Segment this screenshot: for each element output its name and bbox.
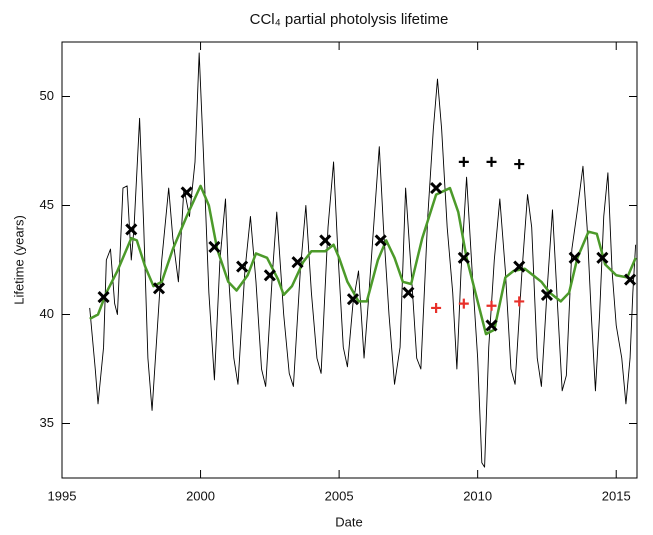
y-tick-label: 35 bbox=[40, 415, 54, 430]
x-tick-label: 2000 bbox=[186, 488, 215, 503]
x-marker bbox=[152, 282, 166, 295]
x-marker bbox=[291, 256, 304, 269]
x-marker bbox=[596, 251, 609, 264]
x-marker bbox=[457, 251, 470, 264]
x-marker bbox=[319, 234, 332, 247]
x-marker bbox=[624, 273, 637, 286]
plot-frame bbox=[61, 41, 638, 479]
x-marker bbox=[513, 260, 526, 273]
x-marker bbox=[540, 288, 554, 301]
x-marker bbox=[430, 181, 443, 195]
x-marker bbox=[263, 269, 276, 282]
y-tick-label: 50 bbox=[40, 88, 54, 103]
plus-marker bbox=[514, 296, 525, 307]
data-line bbox=[89, 184, 637, 336]
plus-marker bbox=[486, 300, 497, 311]
x-marker bbox=[485, 319, 498, 332]
y-tick-label: 45 bbox=[40, 197, 54, 212]
y-axis-label: Lifetime (years) bbox=[11, 215, 26, 305]
data-line bbox=[89, 52, 637, 468]
x-marker bbox=[374, 234, 387, 247]
chart-title: CCl₄ partial photolysis lifetime bbox=[250, 11, 449, 28]
x-tick-label: 1995 bbox=[48, 488, 77, 503]
plus-marker bbox=[514, 159, 525, 170]
x-marker bbox=[125, 223, 138, 236]
plus-marker bbox=[458, 156, 469, 167]
x-axis-label: Date bbox=[335, 514, 362, 529]
x-marker bbox=[97, 290, 110, 304]
x-marker bbox=[402, 286, 415, 299]
x-tick-label: 2010 bbox=[463, 488, 492, 503]
x-marker bbox=[208, 240, 221, 253]
x-marker bbox=[346, 293, 360, 306]
x-marker bbox=[236, 260, 249, 273]
x-marker bbox=[568, 251, 581, 264]
y-tick-label: 40 bbox=[40, 306, 54, 321]
plus-marker bbox=[458, 298, 469, 309]
plus-marker bbox=[431, 302, 442, 313]
x-tick-label: 2015 bbox=[602, 488, 631, 503]
plus-marker bbox=[486, 156, 497, 167]
x-tick-label: 2005 bbox=[325, 488, 354, 503]
x-marker bbox=[180, 186, 193, 199]
